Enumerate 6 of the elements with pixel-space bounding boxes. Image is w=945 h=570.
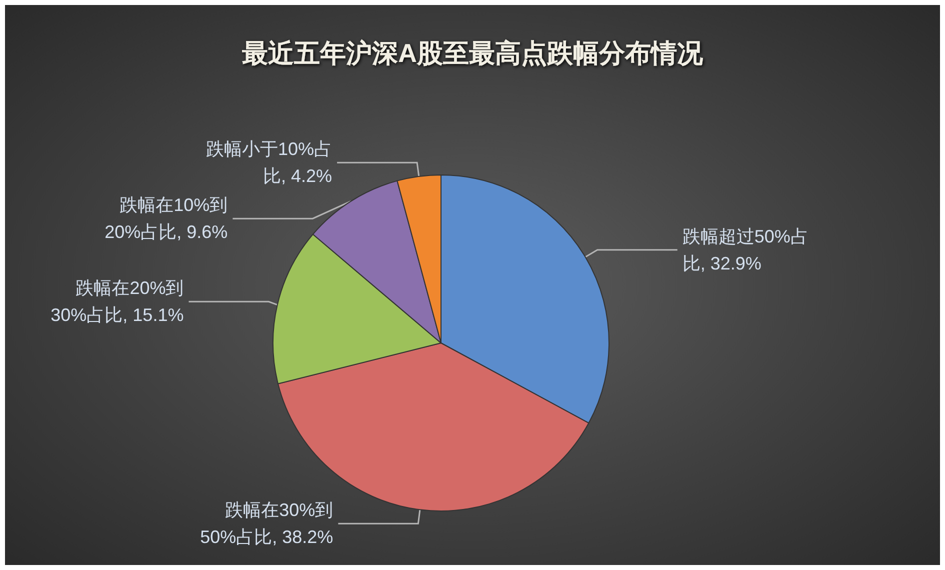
chart-title: 最近五年沪深A股至最高点跌幅分布情况 [241,38,704,68]
slice-label: 跌幅超过50%占比, 32.9% [682,226,808,274]
slice-label: 跌幅小于10%占比, 4.2% [206,139,332,186]
slice-label: 跌幅在30%到50%占比, 38.2% [200,500,334,548]
slice-label: 跌幅在10%到20%占比, 9.6% [104,195,228,242]
slice-label: 跌幅在20%到30%占比, 15.1% [50,278,184,326]
